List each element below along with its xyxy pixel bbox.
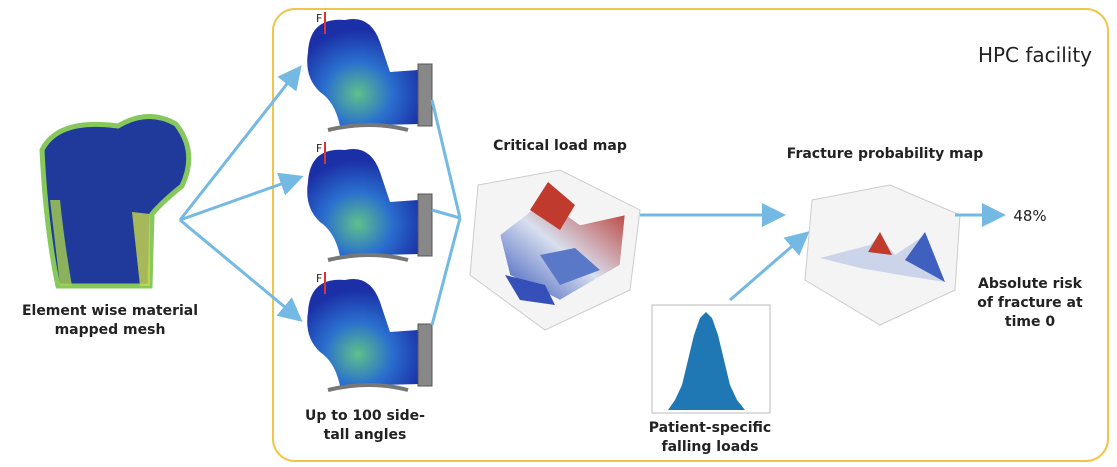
result-value: 48% [1013,207,1046,225]
fracture-probability-surface [805,185,960,325]
critical-load-surface [470,170,640,330]
simulations-label: tall angles [324,427,407,443]
simulations-label: Up to 100 side- [305,408,425,424]
simulation-femur [307,272,432,390]
simulation-femur [307,142,432,260]
force-label: F [316,12,322,25]
fracture-probability-map-title: Fracture probability map [787,146,983,162]
arrow [432,210,460,218]
force-label: F [316,142,322,155]
result-label: time 0 [1005,314,1055,330]
arrow [432,218,460,325]
result-label: of fracture at [977,295,1083,311]
panel-title: HPC facility [978,43,1092,67]
force-label: F [316,272,322,285]
mesh-label: mapped mesh [55,322,166,338]
falling-loads-label: Patient-specific [649,420,771,436]
falling-loads-label: falling loads [661,439,758,455]
critical-load-map-title: Critical load map [493,138,627,154]
result-label: Absolute risk [978,276,1083,292]
diagram: HPC facility Element wise material mappe… [0,0,1117,467]
mesh-label: Element wise material [22,303,198,319]
arrow [730,235,805,300]
simulation-femur [307,12,432,130]
falling-load-histogram [652,305,770,413]
mesh-femur [42,116,189,286]
arrow [432,100,460,218]
